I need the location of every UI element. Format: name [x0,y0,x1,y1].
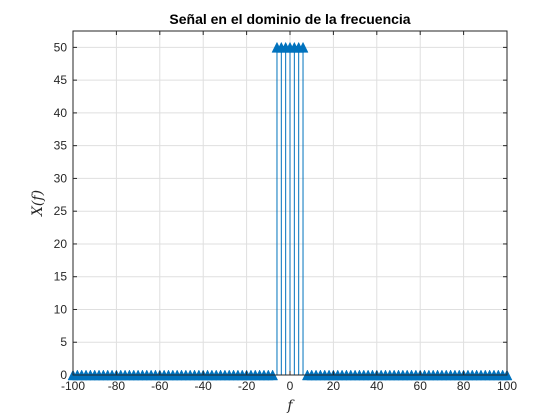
chart-title: Señal en el dominio de la frecuencia [169,11,410,27]
y-axis-label: X(f) [30,190,46,217]
axis-ticks: -100 -80 -60 -40 -20 0 20 40 60 80 100 0 5 10 15 20 25 30… [54,31,517,393]
x-tick-label: -20 [238,379,256,393]
y-tick-label: 5 [60,335,67,349]
x-tick-label: 0 [287,379,294,393]
y-tick-label: 0 [60,368,67,382]
y-tick-label: 10 [54,302,68,316]
x-tick-label: -100 [61,379,85,393]
y-tick-label: 50 [54,40,68,54]
x-tick-label: -60 [151,379,169,393]
y-tick-label: 30 [54,171,68,185]
x-tick-label: 60 [414,379,428,393]
x-tick-label: 20 [327,379,341,393]
y-tick-label: 20 [54,237,68,251]
data-series [67,41,513,381]
y-tick-label: 45 [54,73,68,87]
x-tick-label: -40 [195,379,213,393]
x-tick-label: 100 [497,379,517,393]
x-axis-label: f [286,398,295,414]
y-tick-label: 25 [54,204,68,218]
x-tick-label: 80 [457,379,471,393]
x-tick-label: 40 [370,379,384,393]
stem-marker [297,41,309,53]
y-tick-label: 35 [54,139,68,153]
x-tick-label: -80 [108,379,126,393]
y-tick-label: 15 [54,270,68,284]
y-tick-label: 40 [54,106,68,120]
